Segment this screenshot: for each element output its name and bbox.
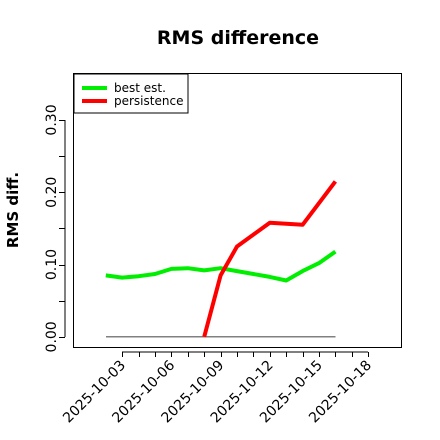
y-axis: 0.00 0.10 0.20 0.30: [44, 104, 66, 352]
series-line-persistence: [202, 180, 337, 338]
legend-box: [73, 73, 189, 114]
y-tick-label: 0.00: [44, 321, 60, 352]
x-axis: 2025-10-032025-10-062025-10-092025-10-12…: [60, 351, 375, 426]
legend-label-best-est: best est.: [114, 81, 166, 95]
y-axis-label: RMS diff.: [4, 172, 22, 248]
legend: best est. persistence: [73, 73, 189, 114]
y-tick-label: 0.10: [44, 249, 60, 280]
legend-label-persistence: persistence: [114, 94, 183, 108]
series-line-best-est: [105, 249, 337, 283]
plot-area: [73, 73, 402, 348]
chart-title: RMS difference: [157, 27, 319, 49]
series-layer: [105, 180, 337, 338]
y-tick-label: 0.30: [44, 104, 60, 135]
y-tick-label: 0.20: [44, 177, 60, 208]
